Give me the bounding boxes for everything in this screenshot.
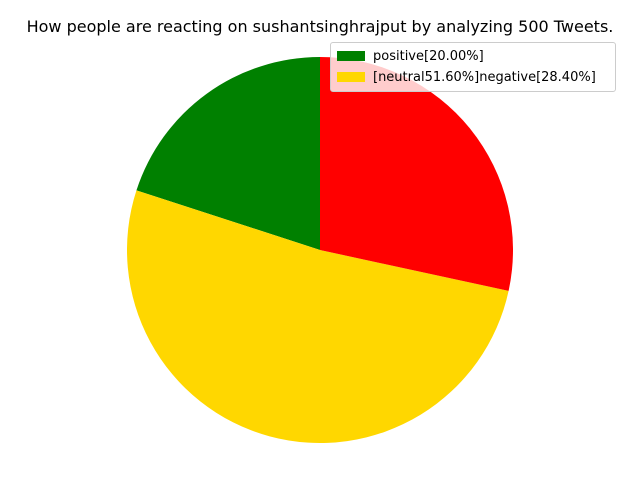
legend-entry-positive: positive[20.00%] <box>337 48 484 64</box>
pie-slice-positive <box>136 57 320 250</box>
legend-swatch-positive <box>337 51 365 61</box>
legend-swatch-neutral-negative <box>337 72 365 82</box>
pie-slice-negative <box>320 57 513 291</box>
legend-label-neutral-negative: [neutral51.60%]negative[28.40%] <box>373 69 596 85</box>
chart-title: How people are reacting on sushantsinghr… <box>26 17 614 36</box>
legend: positive[20.00%] [neutral51.60%]negative… <box>330 42 616 92</box>
pie-slice-neutral <box>127 190 509 443</box>
legend-entry-neutral-negative: [neutral51.60%]negative[28.40%] <box>337 69 596 85</box>
legend-label-positive: positive[20.00%] <box>373 48 484 64</box>
